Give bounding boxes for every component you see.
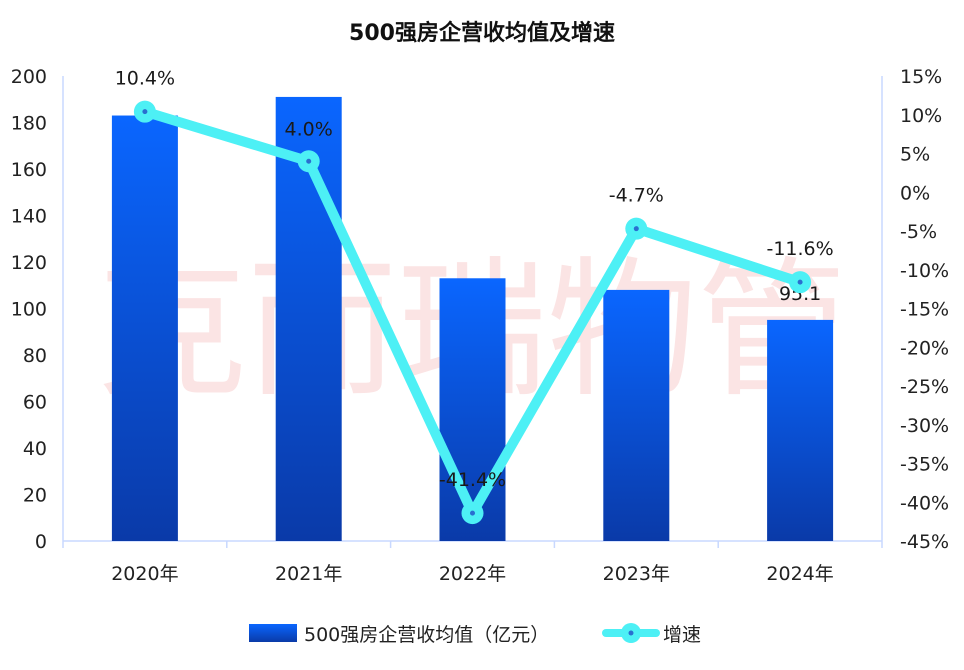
legend-bar-swatch [249, 624, 297, 642]
legend-bar-label: 500强房企营收均值（亿元） [304, 624, 549, 646]
line-data-label: -41.4% [439, 469, 506, 491]
left-tick-label: 180 [11, 113, 47, 135]
left-axis-ticks: 0 20 40 60 80 100 120 140 160 180 200 [11, 66, 47, 553]
legend-line-label: 增速 [663, 624, 701, 646]
line-series [133, 100, 812, 525]
right-tick-label: 0% [900, 182, 930, 204]
left-tick-label: 80 [23, 345, 47, 367]
line-point-dot [470, 510, 475, 516]
bar-series [111, 96, 834, 542]
category-label: 2023年 [603, 563, 670, 585]
legend-line-marker-dot [628, 630, 634, 636]
category-label: 2024年 [766, 563, 833, 585]
left-tick-label: 160 [11, 159, 47, 181]
right-tick-label: -5% [900, 221, 937, 243]
right-tick-label: 10% [900, 105, 942, 127]
line-data-label: -4.7% [609, 185, 664, 207]
category-label: 2020年 [111, 563, 178, 585]
legend: 500强房企营收均值（亿元） 增速 [249, 623, 701, 646]
right-tick-label: -40% [900, 492, 949, 514]
line-data-label: -11.6% [766, 238, 833, 260]
right-tick-label: -10% [900, 260, 949, 282]
left-tick-label: 60 [23, 392, 47, 414]
left-tick-label: 0 [35, 531, 47, 553]
right-tick-label: -20% [900, 337, 949, 359]
line-point-dot [633, 226, 639, 232]
bar-data-label: 95.1 [779, 283, 821, 305]
line-point-dot [306, 158, 312, 164]
line-point-dot [142, 109, 148, 115]
line-data-label: 10.4% [115, 68, 175, 90]
chart-title: 500强房企营收均值及增速 [349, 20, 615, 46]
right-tick-label: -25% [900, 376, 949, 398]
category-labels: 2020年 2021年 2022年 2023年 2024年 [111, 563, 834, 585]
right-tick-label: 15% [900, 66, 942, 88]
right-tick-label: 5% [900, 144, 930, 166]
bar [603, 289, 670, 541]
bar [439, 278, 506, 541]
right-axis-ticks: -45% -40% -35% -30% -25% -20% -15% -10% -5% 0% 5% 1… [900, 66, 949, 553]
right-tick-label: -45% [900, 531, 949, 553]
category-label: 2021年 [275, 563, 342, 585]
category-label: 2022年 [439, 563, 506, 585]
line-data-label: 4.0% [285, 118, 333, 140]
left-tick-label: 200 [11, 66, 47, 88]
left-tick-label: 140 [11, 206, 47, 228]
right-tick-label: -30% [900, 415, 949, 437]
left-tick-label: 120 [11, 252, 47, 274]
right-tick-label: -15% [900, 299, 949, 321]
right-tick-label: -35% [900, 454, 949, 476]
left-tick-label: 40 [23, 438, 47, 460]
bar-data-labels: 95.1 [779, 283, 821, 305]
line-data-labels: 10.4% 4.0% -41.4% -4.7% -11.6% [115, 68, 834, 491]
bar [767, 319, 834, 541]
line-point-dot [797, 279, 803, 285]
left-tick-label: 20 [23, 485, 47, 507]
bar [111, 115, 178, 542]
left-tick-label: 100 [11, 299, 47, 321]
